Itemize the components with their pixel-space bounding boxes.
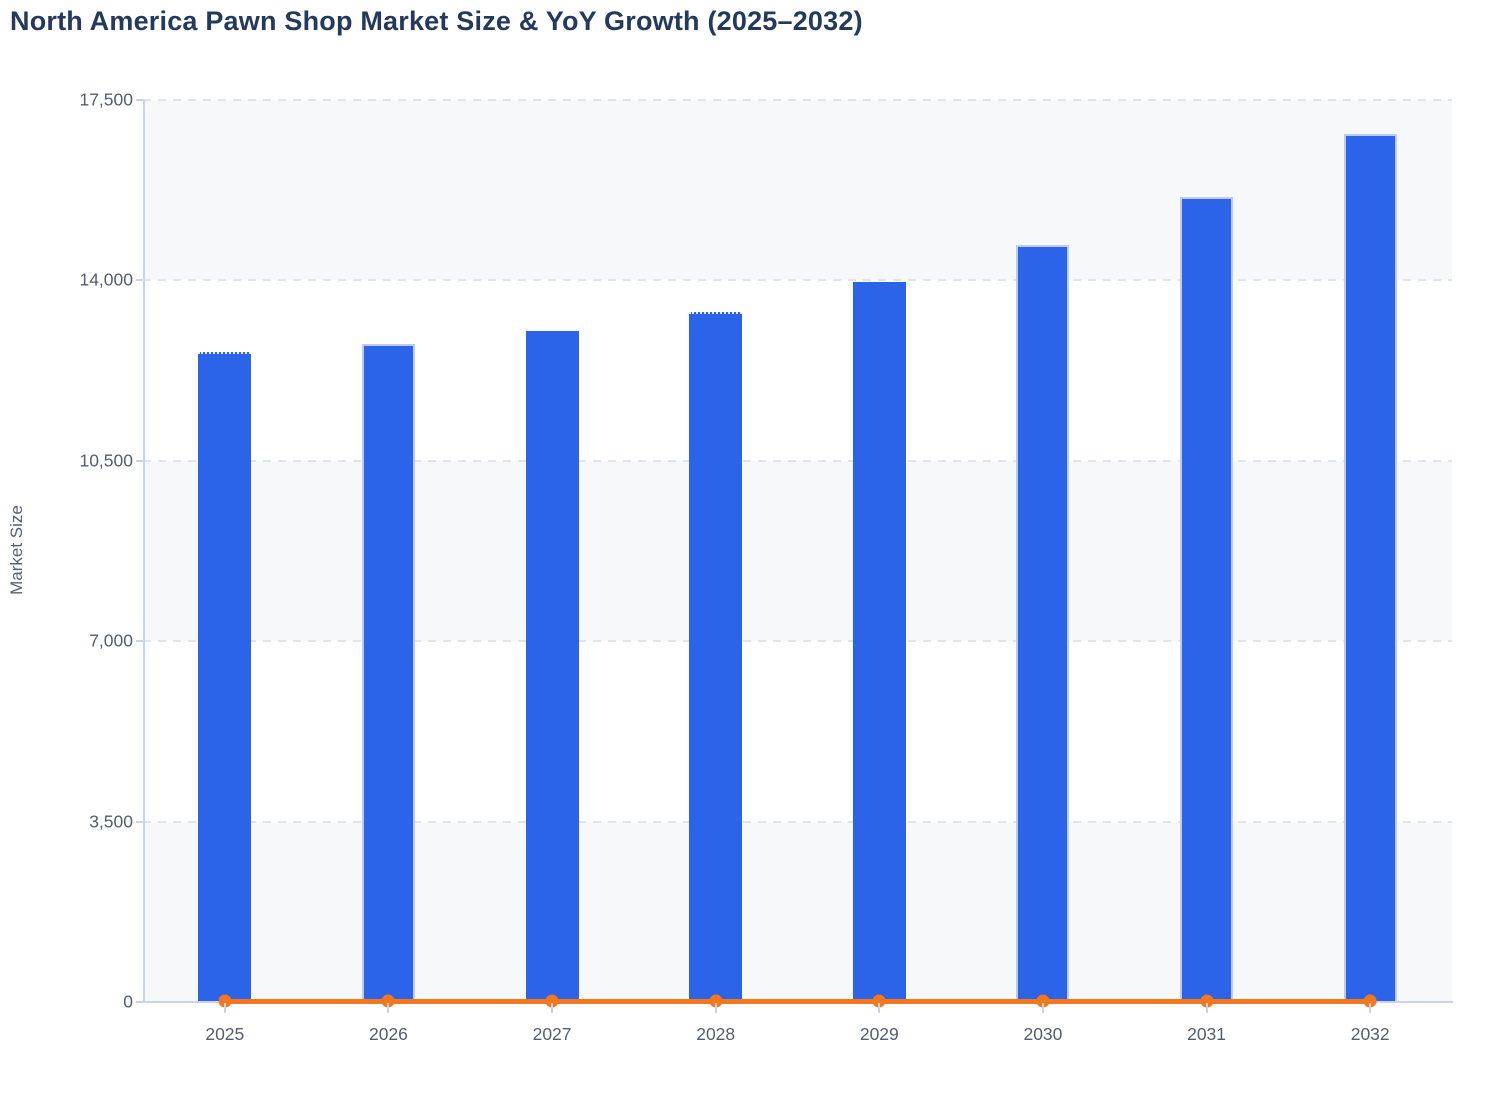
x-tick-label-2031: 2031	[1187, 1024, 1227, 1044]
x-tick-label-2029: 2029	[859, 1024, 899, 1044]
y-tick-label: 7,000	[89, 630, 133, 651]
y-tick-label: 10,500	[79, 450, 133, 471]
y-tick-mark	[136, 279, 144, 282]
y-tick-mark	[136, 459, 144, 462]
x-tick-label-2032: 2032	[1350, 1024, 1390, 1044]
gridline	[143, 459, 1452, 462]
yoy-marker-2029[interactable]	[872, 994, 886, 1008]
x-tick-mark	[1369, 1003, 1372, 1013]
y-tick-mark	[136, 640, 144, 643]
x-tick-label-2030: 2030	[1023, 1024, 1063, 1044]
bar-2031[interactable]	[1180, 196, 1234, 1002]
y-tick-label: 14,000	[79, 269, 133, 290]
x-tick-mark	[1041, 1003, 1044, 1013]
y-tick-label: 3,500	[89, 811, 133, 832]
y-tick-label: 17,500	[79, 89, 133, 110]
x-tick-mark	[714, 1003, 717, 1013]
yoy-marker-2032[interactable]	[1363, 994, 1377, 1008]
yoy-marker-2026[interactable]	[381, 994, 395, 1008]
bar-2032[interactable]	[1343, 134, 1397, 1002]
yoy-marker-2030[interactable]	[1036, 994, 1050, 1008]
y-tick-mark	[136, 99, 144, 101]
x-tick-mark	[878, 1003, 881, 1013]
gridline	[143, 640, 1452, 643]
bar-2029[interactable]	[852, 282, 906, 1002]
x-tick-mark	[1205, 1003, 1208, 1013]
x-tick-label-2027: 2027	[532, 1024, 572, 1044]
yoy-marker-2031[interactable]	[1200, 994, 1214, 1008]
chart-title: North America Pawn Shop Market Size & Yo…	[10, 6, 863, 36]
bar-2028[interactable]	[689, 311, 743, 1002]
yoy-growth-line	[224, 998, 1371, 1004]
yoy-marker-2028[interactable]	[709, 994, 723, 1008]
y-tick-label: 0	[123, 991, 133, 1012]
y-tick-mark	[136, 820, 144, 823]
x-tick-mark	[551, 1003, 554, 1013]
gridline	[143, 279, 1452, 282]
yoy-marker-2027[interactable]	[545, 994, 559, 1008]
y-axis-label: Market Size	[7, 505, 26, 595]
x-tick-label-2025: 2025	[205, 1024, 245, 1044]
x-tick-label-2026: 2026	[368, 1024, 408, 1044]
bar-2026[interactable]	[361, 344, 415, 1002]
y-tick-mark	[136, 1001, 144, 1003]
yoy-marker-2025[interactable]	[218, 994, 232, 1008]
plot-band	[143, 100, 1452, 281]
gridline	[143, 820, 1452, 823]
bar-2027[interactable]	[525, 331, 579, 1002]
x-tick-mark	[223, 1003, 226, 1013]
gridline	[143, 99, 1452, 101]
x-tick-mark	[387, 1003, 390, 1013]
plot-band	[143, 821, 1452, 1002]
plot-band	[143, 460, 1452, 642]
y-axis-line	[143, 100, 145, 1003]
bar-2030[interactable]	[1016, 244, 1070, 1002]
bar-2025[interactable]	[198, 351, 252, 1002]
x-tick-label-2028: 2028	[696, 1024, 736, 1044]
